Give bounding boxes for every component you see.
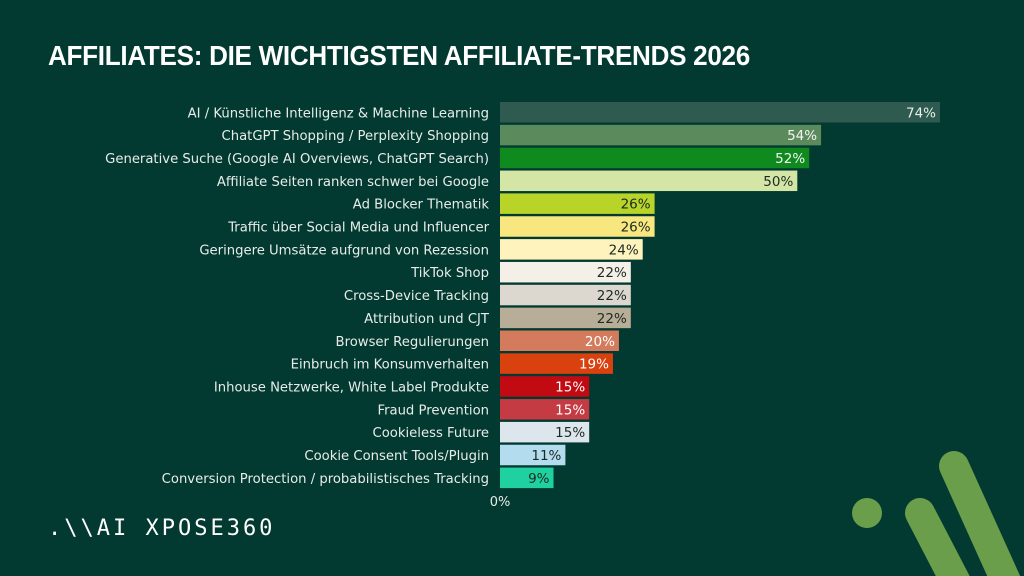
category-label: Ad Blocker Thematik bbox=[353, 198, 490, 213]
bar bbox=[500, 467, 554, 489]
data-label: 22% bbox=[597, 311, 627, 327]
category-label: Geringere Umsätze aufgrund von Rezession bbox=[199, 243, 489, 258]
bar bbox=[500, 421, 590, 443]
category-label: Inhouse Netzwerke, White Label Produkte bbox=[214, 380, 489, 395]
data-label: 20% bbox=[585, 334, 615, 350]
data-label: 50% bbox=[763, 174, 793, 190]
data-label: 22% bbox=[597, 288, 627, 304]
decor-stroke-short-icon bbox=[905, 498, 970, 576]
data-label: 26% bbox=[621, 220, 651, 236]
decor-dot-icon bbox=[852, 498, 882, 528]
category-label: ChatGPT Shopping / Perplexity Shopping bbox=[222, 129, 490, 144]
bar bbox=[500, 102, 940, 123]
data-label: 74% bbox=[906, 105, 936, 121]
category-label: Traffic über Social Media und Influencer bbox=[227, 221, 489, 236]
data-label: 52% bbox=[775, 151, 805, 167]
category-label: Cookie Consent Tools/Plugin bbox=[304, 449, 489, 464]
data-label: 9% bbox=[528, 471, 550, 487]
bar bbox=[500, 330, 619, 351]
category-label: AI / Künstliche Intelligenz & Machine Le… bbox=[188, 106, 489, 121]
bar bbox=[500, 261, 631, 283]
data-label: 15% bbox=[555, 379, 585, 395]
x-axis-tick-0: 0% bbox=[490, 495, 511, 510]
category-label: Attribution und CJT bbox=[364, 312, 490, 327]
bar bbox=[500, 307, 631, 329]
bar bbox=[500, 193, 655, 214]
data-label: 22% bbox=[597, 265, 627, 281]
category-label: TikTok Shop bbox=[410, 266, 489, 281]
bar bbox=[500, 353, 613, 374]
category-label: Generative Suche (Google AI Overviews, C… bbox=[105, 152, 489, 167]
category-labels-group: AI / Künstliche Intelligenz & Machine Le… bbox=[105, 106, 490, 487]
bar bbox=[500, 124, 822, 146]
data-label: 26% bbox=[621, 197, 651, 213]
data-label: 19% bbox=[579, 357, 609, 373]
category-label: Cookieless Future bbox=[373, 426, 489, 441]
data-label: 15% bbox=[555, 425, 585, 441]
data-label: 24% bbox=[609, 242, 639, 258]
decor-stroke-long-icon bbox=[939, 451, 1021, 576]
data-label: 15% bbox=[555, 402, 585, 418]
bar bbox=[500, 444, 566, 466]
category-label: Einbruch im Konsumverhalten bbox=[291, 358, 489, 373]
category-label: Cross-Device Tracking bbox=[344, 289, 489, 304]
brand-logo: .\\AI XPOSE360 bbox=[48, 516, 276, 541]
page-title: AFFILIATES: DIE WICHTIGSTEN AFFILIATE-TR… bbox=[48, 40, 750, 71]
category-label: Fraud Prevention bbox=[377, 403, 489, 418]
data-label: 11% bbox=[531, 448, 561, 464]
bar bbox=[500, 170, 798, 192]
bars-group: 74% 54% 52% 50% 26% 26% 24% 22% 22% 22% 20% 19% 15% 1… bbox=[500, 102, 940, 489]
data-label: 54% bbox=[787, 128, 817, 144]
category-label: Browser Regulierungen bbox=[336, 335, 489, 350]
bar bbox=[500, 399, 590, 420]
bar bbox=[500, 239, 643, 260]
bar bbox=[500, 147, 810, 169]
category-label: Affiliate Seiten ranken schwer bei Googl… bbox=[217, 175, 489, 190]
bar bbox=[500, 376, 590, 397]
category-label: Conversion Protection / probabilistische… bbox=[162, 472, 489, 487]
bar bbox=[500, 216, 655, 237]
bar bbox=[500, 284, 631, 306]
